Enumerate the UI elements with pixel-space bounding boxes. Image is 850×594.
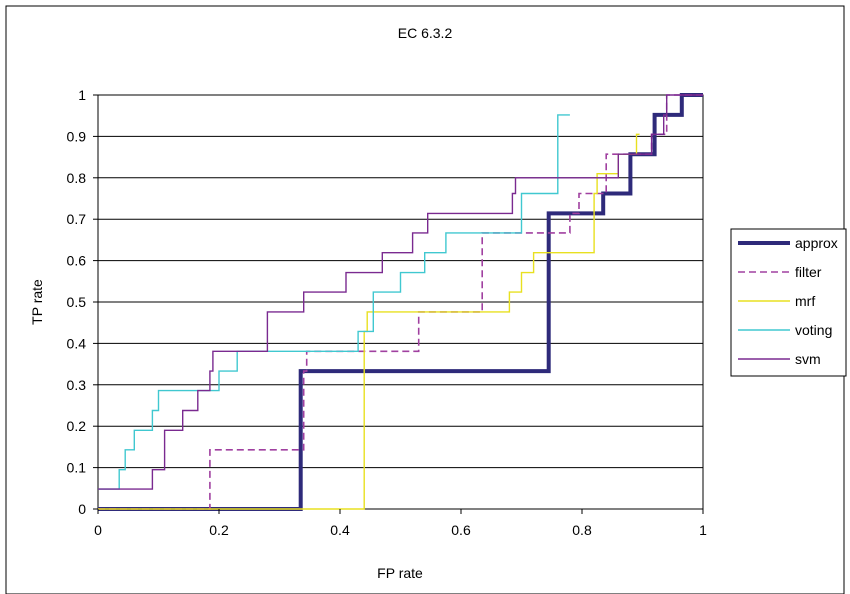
- x-tick-label: 0.4: [330, 522, 350, 538]
- x-tick-label: 0: [94, 522, 102, 538]
- x-axis-label: FP rate: [377, 565, 423, 581]
- y-tick-label: 0.4: [67, 335, 87, 351]
- y-axis-ticks: 0 0.1 0.2 0.3 0.4 0.5 0.6 0.7 0.8 0.9 1: [67, 87, 98, 517]
- legend-label-mrf: mrf: [795, 293, 815, 309]
- gridlines: [98, 135, 703, 469]
- y-tick-label: 0: [78, 501, 86, 517]
- x-tick-label: 1: [699, 522, 707, 538]
- y-tick-label: 0.5: [67, 294, 87, 310]
- y-tick-label: 0.8: [67, 170, 87, 186]
- legend-label-voting: voting: [795, 322, 832, 338]
- legend-label-approx: approx: [795, 235, 838, 251]
- x-tick-label: 0.2: [209, 522, 229, 538]
- legend-box: [730, 228, 847, 377]
- y-tick-label: 1: [78, 87, 86, 103]
- y-tick-label: 0.3: [67, 377, 87, 393]
- x-tick-label: 0.8: [572, 522, 592, 538]
- chart-title: EC 6.3.2: [398, 25, 453, 41]
- series-layer: [98, 93, 703, 511]
- legend: approx filter mrf voting svm: [730, 228, 847, 377]
- y-tick-label: 0.9: [67, 128, 87, 144]
- x-axis-ticks: 0 0.2 0.4 0.6 0.8 1: [94, 509, 707, 538]
- y-tick-label: 0.6: [67, 253, 87, 269]
- y-tick-label: 0.7: [67, 211, 87, 227]
- y-tick-label: 0.2: [67, 418, 87, 434]
- y-tick-label: 0.1: [67, 460, 87, 476]
- legend-label-svm: svm: [795, 351, 821, 367]
- series-line-svm: [98, 94, 703, 490]
- y-axis-label: TP rate: [29, 279, 45, 325]
- legend-label-filter: filter: [795, 264, 822, 280]
- x-tick-label: 0.6: [451, 522, 471, 538]
- series-line-approx: [98, 93, 703, 511]
